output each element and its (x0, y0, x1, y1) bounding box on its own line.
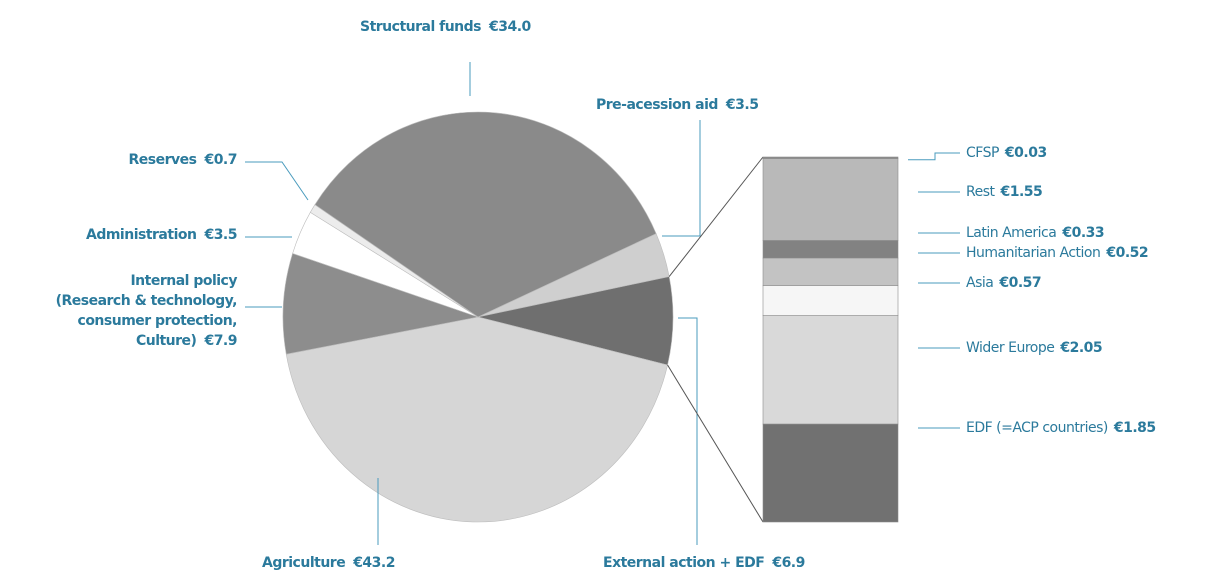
category-label: Internal policy (Research & technology, … (55, 273, 238, 349)
value-label: €1.55 (1000, 184, 1043, 200)
connector-line (667, 364, 764, 523)
pie-slice (285, 316, 668, 523)
value-label: €0.7 (204, 152, 237, 168)
value-label: €43.2 (353, 555, 395, 571)
leader-line (678, 317, 698, 545)
bar-segment (762, 285, 899, 316)
bar-label: Rest €1.55 (966, 182, 1043, 202)
category-label: Wider Europe (966, 340, 1055, 356)
value-label: €2.05 (1060, 340, 1103, 356)
category-label: Agriculture (262, 555, 346, 571)
value-label: €6.9 (772, 555, 805, 571)
category-label: Reserves (128, 152, 197, 168)
category-label: CFSP (966, 145, 999, 161)
pie-label: Administration €3.5 (20, 225, 238, 245)
value-label: €3.5 (725, 97, 759, 113)
pie-label: Internal policy (Research & technology, … (20, 271, 238, 351)
bar-label: EDF (=ACP countries) €1.85 (966, 418, 1156, 438)
pie-label: External action + EDF €6.9 (603, 553, 843, 573)
leader-line (245, 161, 309, 201)
value-label: €0.52 (1106, 245, 1149, 261)
bar-label: Latin America €0.33 (966, 223, 1105, 243)
category-label: Rest (966, 184, 995, 200)
pie-label: Pre-acession aid €3.5 (596, 95, 816, 115)
bar-segment (762, 315, 899, 425)
bar-segment (762, 423, 899, 523)
category-label: Asia (966, 275, 994, 291)
value-label: €0.57 (999, 275, 1042, 291)
bar-label: Asia €0.57 (966, 273, 1042, 293)
value-label: €0.03 (1004, 145, 1047, 161)
pie-label: Agriculture €43.2 (262, 553, 422, 573)
value-label: €0.33 (1062, 225, 1105, 241)
category-label: Pre-acession aid (596, 97, 718, 113)
category-label: Structural funds (360, 19, 482, 35)
pie-label: Reserves €0.7 (20, 150, 237, 170)
leader-line (662, 120, 701, 237)
value-label: €1.85 (1113, 420, 1156, 436)
leader-line (908, 152, 960, 161)
category-label: EDF (=ACP countries) (966, 420, 1108, 436)
connector-line (668, 156, 764, 277)
category-label: Latin America (966, 225, 1057, 241)
value-label: €34.0 (489, 19, 531, 35)
bar-label: Wider Europe €2.05 (966, 338, 1103, 358)
pie-label: Structural funds €34.0 (360, 17, 590, 37)
bar-label: CFSP €0.03 (966, 143, 1047, 163)
bar-segment (762, 257, 899, 286)
bar-segment (762, 240, 899, 259)
category-label: Administration (85, 227, 197, 243)
bar-label: Humanitarian Action €0.52 (966, 243, 1149, 263)
value-label: €3.5 (204, 227, 237, 243)
pie-slice (282, 253, 480, 355)
value-label: €7.9 (204, 333, 237, 349)
category-label: External action + EDF (603, 555, 765, 571)
bar-segment (762, 158, 899, 241)
category-label: Humanitarian Action (966, 245, 1101, 261)
pie-slice (314, 111, 657, 318)
